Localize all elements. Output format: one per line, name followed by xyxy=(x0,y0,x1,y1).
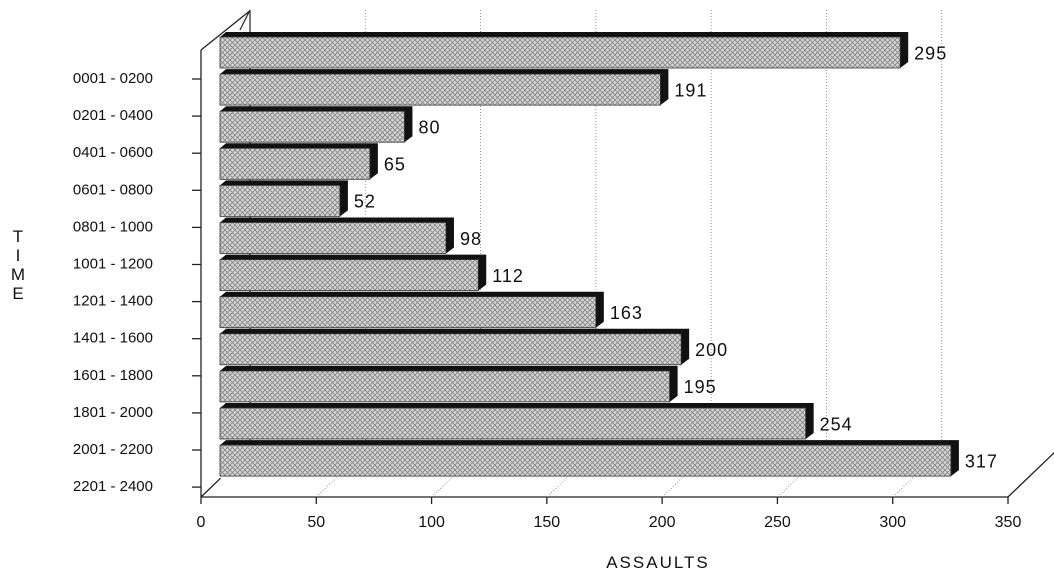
bar: 52 xyxy=(219,180,376,217)
bar: 65 xyxy=(219,143,406,180)
bar-face xyxy=(219,36,901,69)
data-label: 295 xyxy=(914,43,947,63)
bar-shadow xyxy=(220,440,959,477)
bar-shadow xyxy=(220,291,604,328)
bar-shadow xyxy=(220,143,378,180)
x-tick-label: 150 xyxy=(534,514,561,531)
bar-face xyxy=(219,296,597,329)
x-tick-label: 350 xyxy=(995,514,1022,531)
category-label: 0801 - 1000 xyxy=(73,218,153,235)
depth-top-left xyxy=(200,10,250,51)
bar-shadow xyxy=(220,69,669,106)
bar-face xyxy=(219,407,807,440)
x-tick-label: 250 xyxy=(764,514,791,531)
category-label: 1001 - 1200 xyxy=(73,255,153,272)
y-axis-title-letter: E xyxy=(12,284,24,303)
x-tick-label: 300 xyxy=(879,514,906,531)
bar: 317 xyxy=(219,440,998,477)
data-label: 52 xyxy=(354,192,376,212)
y-axis-title-letter: I xyxy=(15,246,21,265)
data-label: 98 xyxy=(460,229,482,249)
data-label: 200 xyxy=(695,340,728,360)
data-label: 65 xyxy=(384,155,406,175)
data-label: 112 xyxy=(492,266,524,286)
bar-shadow xyxy=(220,180,348,217)
bars: 295 191 80 65 52 98 112 163 200 195 254 317 xyxy=(219,32,998,477)
bar-face xyxy=(219,333,682,366)
category-label: 0401 - 0600 xyxy=(73,144,153,161)
bar-shadow xyxy=(220,254,487,291)
x-tick-label: 0 xyxy=(197,514,206,531)
data-label: 317 xyxy=(965,451,998,471)
bar-face xyxy=(219,370,671,403)
bar: 200 xyxy=(219,328,728,366)
bar: 254 xyxy=(219,403,853,440)
back-wall-top-notch xyxy=(239,9,251,31)
depth-bottom-left xyxy=(200,477,222,498)
bar-shadow xyxy=(220,217,454,254)
bar-face xyxy=(219,73,661,106)
bar: 112 xyxy=(219,254,524,292)
category-label: 2201 - 2400 xyxy=(73,478,153,495)
bar: 191 xyxy=(219,69,707,106)
bar: 98 xyxy=(219,217,482,254)
bar: 80 xyxy=(219,106,440,143)
category-label: 1401 - 1600 xyxy=(73,330,153,347)
category-label: 0601 - 0800 xyxy=(73,181,153,198)
data-label: 195 xyxy=(684,377,717,397)
category-label: 1801 - 2000 xyxy=(73,404,153,421)
x-axis-title: ASSAULTS xyxy=(606,553,710,572)
category-label: 1201 - 1400 xyxy=(73,293,153,310)
y-axis-title-letter: M xyxy=(10,265,26,284)
category-labels: 0001 - 0200 0201 - 0400 0401 - 0600 0601 - … xyxy=(73,70,201,495)
bar-shadow xyxy=(220,328,690,365)
bar-face xyxy=(219,110,405,143)
data-label: 80 xyxy=(418,117,440,137)
bar-shadow xyxy=(220,403,814,439)
x-tick-label: 200 xyxy=(649,514,676,531)
bar-shadow xyxy=(220,106,413,143)
category-label: 1601 - 1800 xyxy=(73,367,153,384)
y-axis-title-letter: T xyxy=(12,227,24,246)
bar-face xyxy=(219,444,952,477)
x-tick-labels: 0 50 100 150 200 250 300 350 xyxy=(197,497,1022,531)
bar-face xyxy=(219,184,341,217)
category-label: 2001 - 2200 xyxy=(73,441,153,458)
bar-face xyxy=(219,259,479,292)
bar: 295 xyxy=(219,32,947,69)
bar: 163 xyxy=(219,291,643,329)
x-tick-label: 100 xyxy=(418,514,445,531)
category-label: 0201 - 0400 xyxy=(73,107,153,124)
depth-bottom-right xyxy=(1007,451,1054,498)
data-label: 191 xyxy=(674,80,707,100)
bar: 195 xyxy=(219,365,717,403)
bar-face xyxy=(219,222,447,254)
bar-shadow xyxy=(220,365,678,402)
data-label: 254 xyxy=(820,414,853,434)
data-label: 163 xyxy=(610,303,643,323)
bar-face xyxy=(219,147,371,180)
bar-shadow xyxy=(220,32,909,68)
x-tick-label: 50 xyxy=(307,514,325,531)
category-label: 0001 - 0200 xyxy=(73,70,153,87)
